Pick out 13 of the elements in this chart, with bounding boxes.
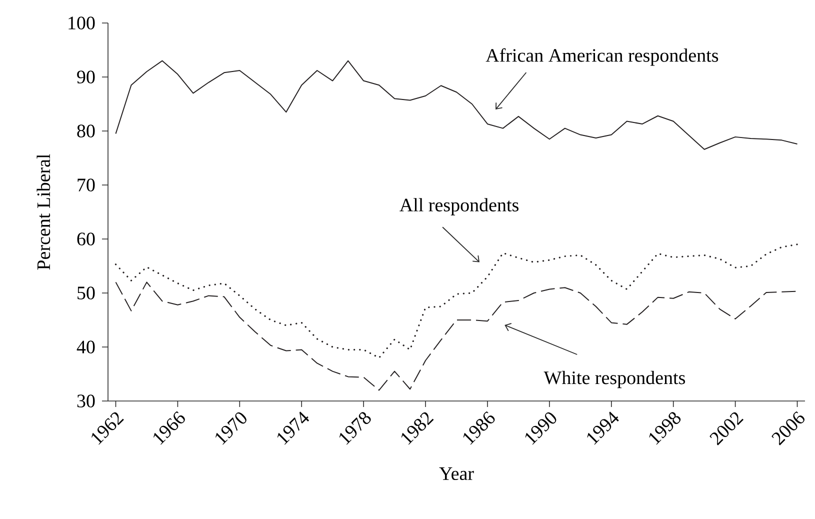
annotation: All respondents bbox=[400, 198, 518, 216]
y-tick-label: 50 bbox=[78, 286, 95, 300]
x-axis-title: Year bbox=[439, 467, 474, 480]
y-tick-label: 80 bbox=[77, 124, 95, 138]
y-tick-label: 90 bbox=[77, 70, 95, 84]
y-tick-label: 70 bbox=[78, 178, 95, 192]
annotation: African American respondents bbox=[486, 48, 718, 66]
y-tick-label: 100 bbox=[68, 16, 95, 30]
y-tick-label: 30 bbox=[77, 394, 95, 408]
annotation: White respondents bbox=[544, 370, 685, 388]
y-tick-label: 60 bbox=[77, 232, 95, 246]
y-axis-title: Percent Liberal bbox=[36, 154, 50, 270]
y-tick-label: 40 bbox=[76, 340, 95, 354]
